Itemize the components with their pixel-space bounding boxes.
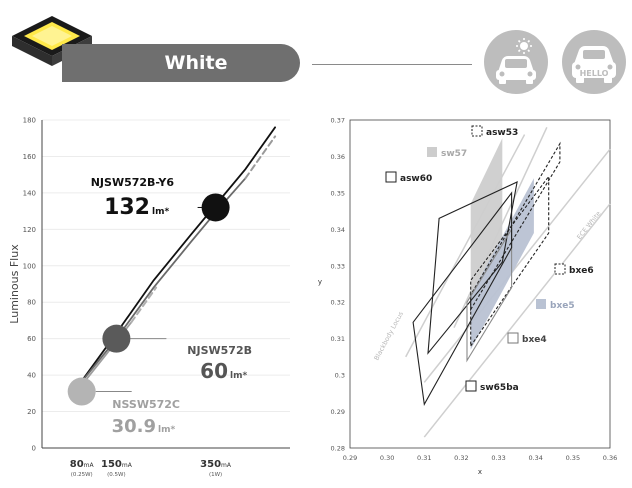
y-tick-label: 0.33 — [331, 262, 345, 270]
y-axis-title: y — [318, 278, 322, 286]
legend-label-sw57: sw57 — [441, 149, 467, 159]
legend-label-sw65ba: sw65ba — [480, 383, 519, 393]
label-value-nssw572c: 30.9 — [112, 416, 156, 437]
x-tick-label: 80mA — [70, 459, 95, 470]
curve-ece-white — [423, 203, 611, 438]
y-tick-label: 0.37 — [331, 117, 345, 125]
label-unit: lm* — [230, 371, 247, 381]
y-tick-label: 0.31 — [331, 335, 345, 343]
curve-label-ece-white: ECE White — [575, 210, 602, 241]
y-tick-label: 0.35 — [331, 189, 345, 197]
y-tick-label: 180 — [23, 117, 36, 125]
legend-swatch-sw57 — [427, 147, 437, 157]
x-tick-label: 0.31 — [417, 454, 431, 462]
y-tick-label: 120 — [23, 226, 36, 234]
legend-swatch-asw60 — [385, 171, 397, 183]
region-asw53 — [470, 141, 561, 312]
luminous-flux-chart: 0 20 40 60 80 100 120 140 160 180 Luminous Flux 80m… — [0, 112, 300, 484]
car-sun-icon — [484, 30, 548, 94]
x-tick-label: 0.35 — [566, 454, 580, 462]
y-tick-label: 0.34 — [331, 226, 345, 234]
y-tick-label: 80 — [27, 299, 36, 307]
y-tick-label: 0.3 — [335, 372, 345, 380]
legend-swatch-bxe5 — [536, 299, 546, 309]
y-tick-label: 100 — [23, 262, 36, 270]
y-tick-label: 60 — [27, 335, 36, 343]
label-value-njsw572b-y6: 132 — [104, 195, 150, 220]
label-name-njsw572b-y6: NJSW572B-Y6 — [91, 176, 175, 189]
car-hello-icon: HELLO — [562, 30, 626, 94]
label-unit: lm* — [152, 207, 169, 217]
label-value-njsw572b: 60 — [200, 359, 228, 383]
region-asw60 — [427, 181, 518, 355]
x-tick-note: (1W) — [209, 472, 222, 478]
y-tick-label: 40 — [27, 372, 36, 380]
legend-label-asw53: asw53 — [486, 128, 518, 138]
curve-blackbody-locus — [405, 134, 526, 358]
region-sw65ba — [412, 191, 513, 407]
x-axis-title: x — [478, 468, 482, 476]
y-tick-label: 0 — [32, 445, 36, 453]
chromaticity-plot: 0.280.290.30.310.320.330.340.350.360.370… — [318, 117, 617, 477]
series-line-extrapolated-2 — [244, 135, 277, 180]
title-banner: White — [62, 44, 300, 82]
x-tick-label: 0.33 — [491, 454, 505, 462]
y-tick-label: 160 — [23, 153, 36, 161]
legend-label-bxe6: bxe6 — [569, 266, 594, 276]
x-tick-label: 0.30 — [380, 454, 394, 462]
label-name-njsw572b: NJSW572B — [187, 344, 252, 357]
marker-nssw572c — [67, 377, 96, 406]
x-tick-note: (0.5W) — [107, 472, 125, 478]
label-unit: lm* — [158, 425, 175, 435]
page-title: White — [164, 52, 228, 74]
x-tick-label: 0.29 — [343, 454, 357, 462]
curve-label-blackbody-locus: Blackbody Locus — [372, 310, 405, 362]
chromaticity-chart: 0.28 0.29 0.3 0.31 0.32 0.33 0.34 0.35 0.36 0.37 0… — [300, 112, 632, 484]
y-tick-label: 140 — [23, 189, 36, 197]
x-tick-label: 350mA — [200, 459, 232, 470]
hello-text: HELLO — [580, 69, 609, 78]
legend-swatch-asw53 — [471, 125, 483, 137]
legend-swatch-sw65ba — [465, 380, 477, 392]
plot-frame — [349, 119, 611, 449]
marker-njsw572b — [102, 324, 131, 353]
curve-boundary — [423, 148, 611, 383]
label-name-nssw572c: NSSW572C — [112, 398, 180, 411]
y-tick-label: 0.28 — [331, 445, 345, 453]
legend-swatch-bxe4 — [507, 332, 519, 344]
y-axis-title: Luminous Flux — [8, 244, 21, 324]
legend-label-bxe4: bxe4 — [522, 335, 547, 345]
x-tick-note: (0.25W) — [71, 472, 93, 478]
y-tick-label: 20 — [27, 408, 36, 416]
x-tick-label: 0.34 — [528, 454, 542, 462]
led-chip-icon — [12, 16, 92, 66]
x-tick-label: 0.32 — [454, 454, 468, 462]
legend-label-asw60: asw60 — [400, 174, 432, 184]
x-tick-label: 150mA — [101, 459, 133, 470]
y-tick-label: 0.36 — [331, 153, 345, 161]
y-tick-label: 0.29 — [331, 408, 345, 416]
y-tick-label: 0.32 — [331, 299, 345, 307]
legend-swatch-bxe6 — [554, 263, 566, 275]
header-divider — [312, 64, 472, 65]
legend-label-bxe5: bxe5 — [550, 301, 575, 311]
x-tick-label: 0.36 — [603, 454, 617, 462]
marker-njsw572b-y6 — [201, 193, 230, 222]
series-line-extrapolated-4 — [130, 286, 158, 324]
region-bxe6 — [470, 174, 550, 348]
page-header: White HELLO — [0, 0, 632, 100]
luminous-flux-plot: 0 20 40 60 80 100 120 140 160 180 Luminous Flux 80m… — [8, 117, 290, 478]
